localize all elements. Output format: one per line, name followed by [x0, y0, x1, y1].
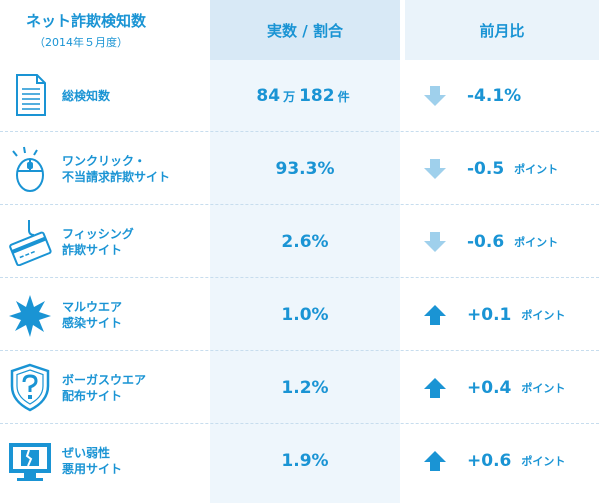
- row-value: 93.3%: [275, 159, 335, 179]
- shield-question-icon: [10, 363, 50, 412]
- row-divider: [0, 423, 599, 424]
- row-change: +0.4 ポイント: [405, 352, 599, 424]
- row-change: -4.1%: [405, 60, 599, 132]
- header-change: 前月比: [405, 0, 599, 60]
- table-row: マルウエア 感染サイト 1.0% +0.1 ポイント: [0, 279, 599, 351]
- header-period: （2014年５月度）: [34, 36, 128, 49]
- row-divider: [0, 350, 599, 351]
- arrow-down-icon: [424, 86, 446, 106]
- table-row: ボーガスウエア 配布サイト 1.2% +0.4 ポイント: [0, 352, 599, 424]
- arrow-down-icon: [424, 232, 446, 252]
- header-category: ネット詐欺検知数 （2014年５月度）: [0, 0, 205, 60]
- row-value: 84 万 182 件: [256, 86, 350, 106]
- row-value: 1.2%: [281, 378, 329, 398]
- row-label: ボーガスウエア 配布サイト: [62, 373, 147, 403]
- row-divider: [0, 204, 599, 205]
- row-label: フィッシング 詐欺サイト: [62, 227, 134, 257]
- row-label: ワンクリック・ 不当請求詐欺サイト: [62, 154, 171, 184]
- row-label: マルウエア 感染サイト: [62, 300, 123, 330]
- arrow-up-icon: [424, 378, 446, 398]
- table-row: ワンクリック・ 不当請求詐欺サイト 93.3% -0.5 ポイント: [0, 133, 599, 205]
- row-change: -0.5 ポイント: [405, 133, 599, 205]
- broken-monitor-icon: [9, 443, 51, 481]
- row-divider: [0, 277, 599, 278]
- header-value: 実数 / 割合: [210, 0, 400, 60]
- row-change: +0.6 ポイント: [405, 425, 599, 497]
- arrow-down-icon: [424, 159, 446, 179]
- table-row: ぜい弱性 悪用サイト 1.9% +0.6 ポイント: [0, 425, 599, 497]
- credit-card-hook-icon: [9, 220, 52, 266]
- value-column-background: [210, 0, 400, 503]
- virus-burst-icon: [9, 295, 51, 337]
- row-change: +0.1 ポイント: [405, 279, 599, 351]
- row-value: 1.0%: [281, 305, 329, 325]
- row-value: 2.6%: [281, 232, 329, 252]
- row-change: -0.6 ポイント: [405, 206, 599, 278]
- arrow-up-icon: [424, 451, 446, 471]
- row-label: ぜい弱性 悪用サイト: [62, 446, 123, 476]
- header-title: ネット詐欺検知数: [26, 12, 147, 30]
- row-divider: [0, 131, 599, 132]
- table-row: フィッシング 詐欺サイト 2.6% -0.6 ポイント: [0, 206, 599, 278]
- row-value: 1.9%: [281, 451, 329, 471]
- arrow-up-icon: [424, 305, 446, 325]
- table-row: 総検知数 84 万 182 件 -4.1%: [0, 60, 599, 132]
- mouse-icon: [12, 146, 44, 192]
- row-label: 総検知数: [62, 89, 111, 103]
- document-icon: [16, 74, 46, 116]
